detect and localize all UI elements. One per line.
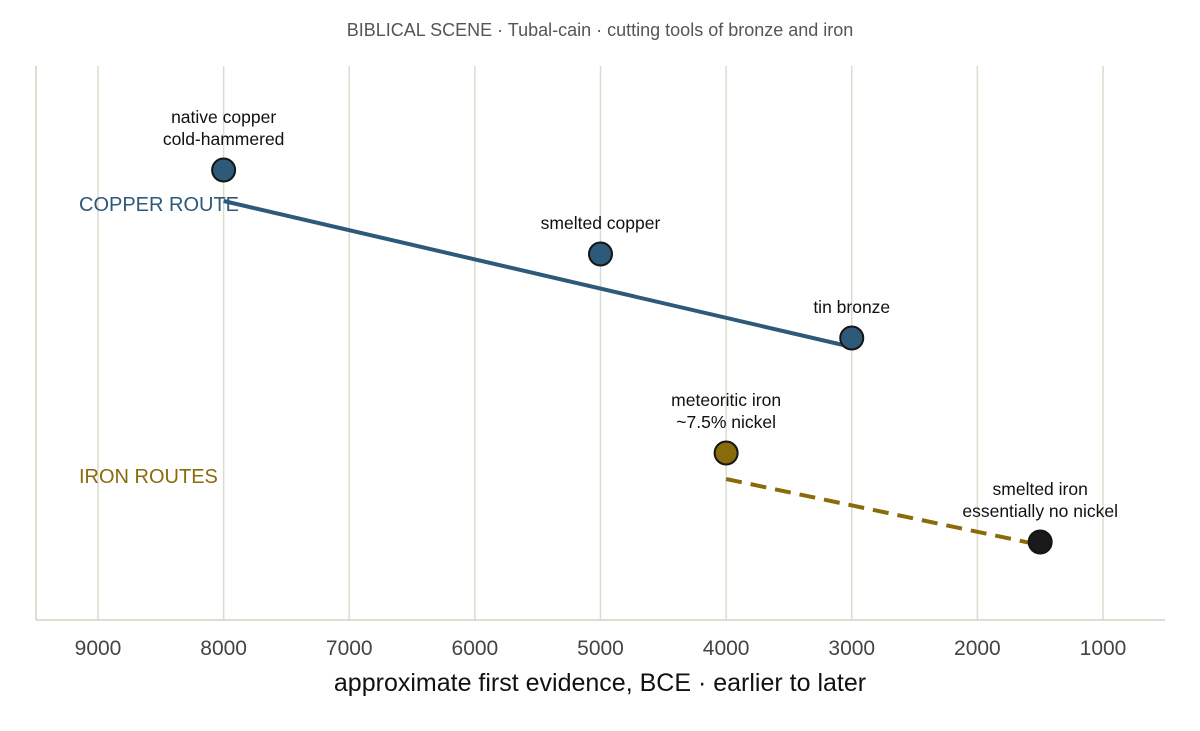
data-point-0-2 [839,325,865,351]
x-tick-label-9000: 9000 [75,637,122,660]
route-label-0: COPPER ROUTE [79,194,239,216]
x-tick-label-4000: 4000 [703,637,750,660]
x-tick-labels: 9000 8000 7000 6000 5000 4000 3000 2000 1000 [75,637,1127,660]
trend-line-1 [725,477,1041,547]
data-point-0-0 [211,157,237,183]
data-point-1-1 [1027,529,1053,555]
point-label-1-1-0: smelted iron [993,479,1088,499]
point-label-1-0-0: meteoritic iron [671,390,781,410]
x-axis-label: approximate first evidence, BCE · earlie… [334,669,866,697]
chart-title: BIBLICAL SCENE · Tubal-cain · cutting to… [347,20,854,40]
grid-layer [97,66,1104,620]
x-tick-label-2000: 2000 [954,637,1001,660]
x-tick-label-3000: 3000 [828,637,875,660]
x-tick-label-5000: 5000 [577,637,624,660]
trend-line-0 [223,199,853,349]
x-tick-label-7000: 7000 [326,637,373,660]
data-point-0-1 [588,241,613,267]
point-label-1-0-1: ~7.5% nickel [676,412,776,432]
x-tick-label-8000: 8000 [200,637,247,660]
point-label-0-0-1: cold-hammered [163,129,285,149]
x-tick-label-1000: 1000 [1080,637,1127,660]
point-label-0-2-0: tin bronze [813,297,890,317]
route-label-1: IRON ROUTES [79,466,218,488]
point-label-1-1-1: essentially no nickel [962,501,1118,521]
point-label-0-0-0: native copper [171,107,276,127]
x-tick-label-6000: 6000 [452,637,499,660]
point-label-0-1-0: smelted copper [541,213,661,233]
data-point-1-0 [713,440,739,466]
series-iron-routes: IRON ROUTES meteoritic iron~7.5% nickel sm… [79,390,1118,555]
